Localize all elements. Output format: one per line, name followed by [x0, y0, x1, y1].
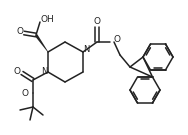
- Text: O: O: [14, 68, 20, 77]
- Text: N: N: [41, 68, 47, 77]
- Text: O: O: [17, 28, 24, 36]
- Text: OH: OH: [40, 14, 54, 23]
- Text: O: O: [113, 35, 120, 43]
- Polygon shape: [35, 34, 48, 52]
- Text: N: N: [83, 45, 89, 53]
- Text: O: O: [21, 90, 28, 99]
- Text: O: O: [93, 16, 101, 26]
